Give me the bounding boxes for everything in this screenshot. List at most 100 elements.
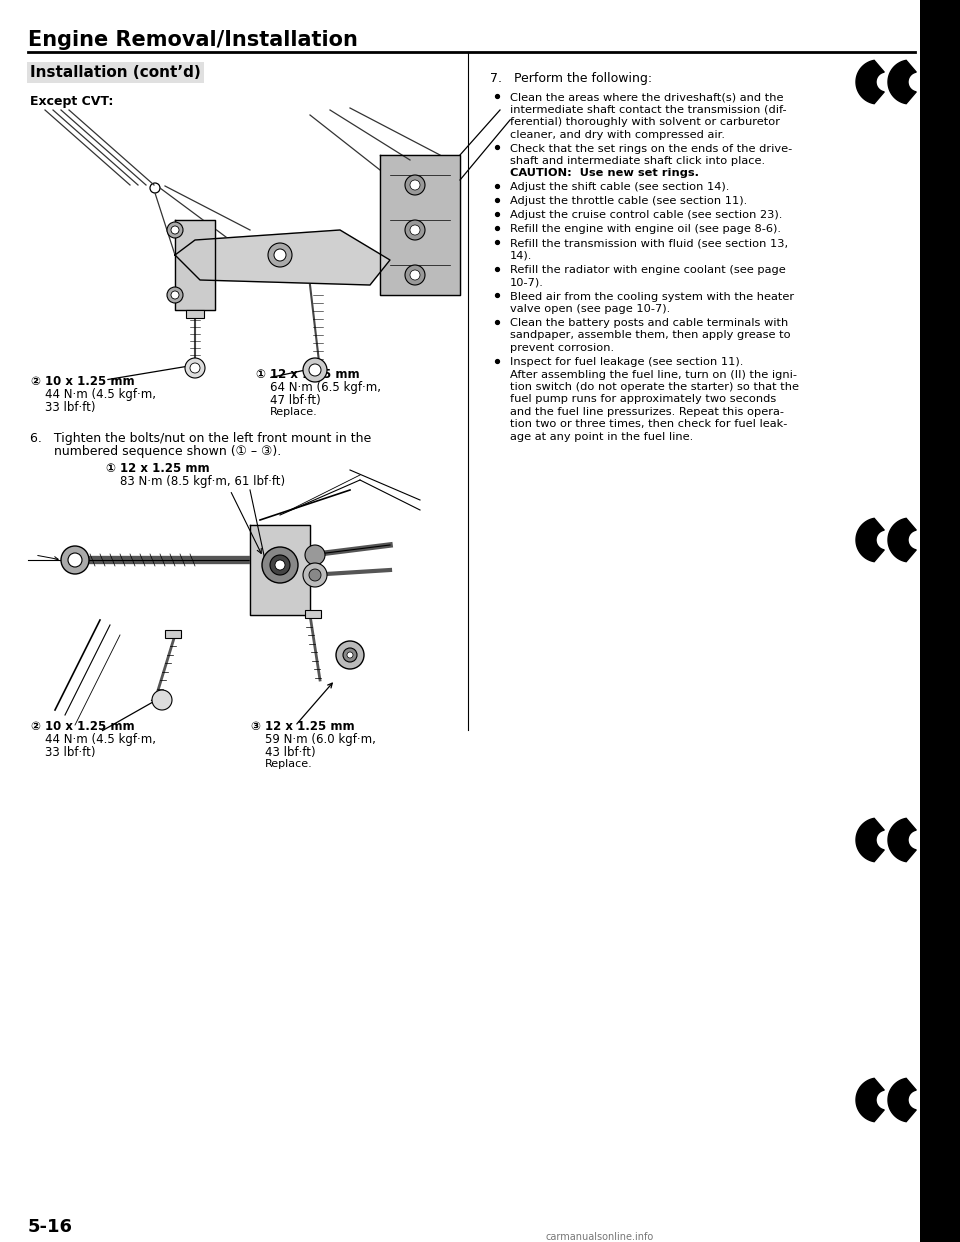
Text: 7.   Perform the following:: 7. Perform the following: [490, 72, 652, 84]
Text: 47 lbf·ft): 47 lbf·ft) [270, 394, 321, 407]
Text: 12 x 1.25 mm: 12 x 1.25 mm [120, 462, 209, 474]
Text: 10-7).: 10-7). [510, 277, 544, 287]
Circle shape [171, 291, 179, 299]
Text: ①: ① [105, 462, 115, 474]
Polygon shape [888, 818, 916, 862]
Circle shape [171, 226, 179, 233]
Text: and the fuel line pressurizes. Repeat this opera-: and the fuel line pressurizes. Repeat th… [510, 407, 784, 417]
Text: Installation (cont’d): Installation (cont’d) [30, 65, 201, 79]
Circle shape [274, 248, 286, 261]
Text: CAUTION:  Use new set rings.: CAUTION: Use new set rings. [510, 169, 699, 179]
FancyBboxPatch shape [186, 310, 204, 318]
Text: age at any point in the fuel line.: age at any point in the fuel line. [510, 432, 693, 442]
Polygon shape [856, 1078, 884, 1122]
Text: Clean the areas where the driveshaft(s) and the: Clean the areas where the driveshaft(s) … [510, 92, 783, 102]
Circle shape [275, 560, 285, 570]
FancyBboxPatch shape [165, 630, 181, 638]
Circle shape [167, 287, 183, 303]
Circle shape [405, 175, 425, 195]
Circle shape [410, 180, 420, 190]
Text: Refill the transmission with fluid (see section 13,: Refill the transmission with fluid (see … [510, 238, 788, 248]
Text: Refill the radiator with engine coolant (see page: Refill the radiator with engine coolant … [510, 265, 785, 274]
Text: ②: ② [30, 720, 40, 733]
Circle shape [185, 358, 205, 378]
Circle shape [336, 641, 364, 669]
Circle shape [268, 243, 292, 267]
Text: Except CVT:: Except CVT: [30, 94, 113, 108]
Polygon shape [888, 1078, 916, 1122]
Circle shape [303, 358, 327, 383]
Text: Adjust the cruise control cable (see section 23).: Adjust the cruise control cable (see sec… [510, 210, 782, 221]
Circle shape [68, 553, 82, 568]
Text: intermediate shaft contact the transmission (dif-: intermediate shaft contact the transmiss… [510, 104, 786, 114]
Polygon shape [856, 61, 884, 103]
Text: ①: ① [255, 368, 265, 381]
Text: tion switch (do not operate the starter) so that the: tion switch (do not operate the starter)… [510, 383, 799, 392]
Circle shape [152, 691, 172, 710]
Text: 12 x 1.25 mm: 12 x 1.25 mm [265, 720, 354, 733]
Circle shape [167, 222, 183, 238]
Polygon shape [250, 525, 310, 615]
Text: 59 N·m (6.0 kgf·m,: 59 N·m (6.0 kgf·m, [265, 733, 376, 746]
Circle shape [410, 270, 420, 279]
Text: 5-16: 5-16 [28, 1218, 73, 1236]
Polygon shape [856, 518, 884, 561]
Text: numbered sequence shown (① – ③).: numbered sequence shown (① – ③). [30, 445, 281, 458]
Text: tion two or three times, then check for fuel leak-: tion two or three times, then check for … [510, 420, 787, 430]
Bar [920, 0, 960, 1242]
Text: ferential) thoroughly with solvent or carburetor: ferential) thoroughly with solvent or ca… [510, 117, 780, 127]
Circle shape [405, 265, 425, 284]
Circle shape [190, 363, 200, 373]
Text: 12 x 1.25 mm: 12 x 1.25 mm [270, 368, 360, 381]
Text: Replace.: Replace. [265, 759, 313, 769]
Circle shape [410, 225, 420, 235]
Text: 10 x 1.25 mm: 10 x 1.25 mm [45, 375, 134, 388]
Text: Replace.: Replace. [270, 407, 318, 417]
Text: 10 x 1.25 mm: 10 x 1.25 mm [45, 720, 134, 733]
FancyBboxPatch shape [305, 610, 321, 619]
Circle shape [305, 545, 325, 565]
Text: 83 N·m (8.5 kgf·m, 61 lbf·ft): 83 N·m (8.5 kgf·m, 61 lbf·ft) [120, 474, 285, 488]
Text: 14).: 14). [510, 251, 533, 261]
Circle shape [303, 563, 327, 587]
Text: Bleed air from the cooling system with the heater: Bleed air from the cooling system with t… [510, 292, 794, 302]
Text: Refill the engine with engine oil (see page 8-6).: Refill the engine with engine oil (see p… [510, 225, 781, 235]
Circle shape [347, 652, 353, 658]
Text: 44 N·m (4.5 kgf·m,: 44 N·m (4.5 kgf·m, [45, 388, 156, 401]
Text: 33 lbf·ft): 33 lbf·ft) [45, 746, 95, 759]
Text: 33 lbf·ft): 33 lbf·ft) [45, 401, 95, 414]
Circle shape [309, 364, 321, 376]
Polygon shape [175, 230, 390, 284]
Text: Adjust the throttle cable (see section 11).: Adjust the throttle cable (see section 1… [510, 196, 747, 206]
Text: ②: ② [30, 375, 40, 388]
Polygon shape [888, 518, 916, 561]
Circle shape [61, 546, 89, 574]
Text: Inspect for fuel leakage (see section 11).: Inspect for fuel leakage (see section 11… [510, 356, 743, 366]
Text: shaft and intermediate shaft click into place.: shaft and intermediate shaft click into … [510, 156, 765, 166]
Text: 44 N·m (4.5 kgf·m,: 44 N·m (4.5 kgf·m, [45, 733, 156, 746]
Circle shape [262, 546, 298, 582]
Text: cleaner, and dry with compressed air.: cleaner, and dry with compressed air. [510, 129, 725, 139]
Text: 43 lbf·ft): 43 lbf·ft) [265, 746, 316, 759]
Text: Clean the battery posts and cable terminals with: Clean the battery posts and cable termin… [510, 318, 788, 328]
Text: Check that the set rings on the ends of the drive-: Check that the set rings on the ends of … [510, 144, 792, 154]
Circle shape [270, 555, 290, 575]
Circle shape [343, 648, 357, 662]
Polygon shape [380, 155, 460, 296]
Text: Adjust the shift cable (see section 14).: Adjust the shift cable (see section 14). [510, 183, 730, 193]
Polygon shape [888, 61, 916, 103]
Circle shape [309, 569, 321, 581]
Text: Engine Removal/Installation: Engine Removal/Installation [28, 30, 358, 50]
Circle shape [405, 220, 425, 240]
Polygon shape [175, 220, 215, 310]
Text: After assembling the fuel line, turn on (II) the igni-: After assembling the fuel line, turn on … [510, 370, 797, 380]
Text: prevent corrosion.: prevent corrosion. [510, 343, 614, 353]
Text: 6.   Tighten the bolts/nut on the left front mount in the: 6. Tighten the bolts/nut on the left fro… [30, 432, 372, 445]
Text: fuel pump runs for approximately two seconds: fuel pump runs for approximately two sec… [510, 395, 777, 405]
Polygon shape [856, 818, 884, 862]
Text: ③: ③ [250, 720, 260, 733]
Text: sandpaper, assemble them, then apply grease to: sandpaper, assemble them, then apply gre… [510, 330, 791, 340]
Text: valve open (see page 10-7).: valve open (see page 10-7). [510, 304, 670, 314]
Text: carmanualsonline.info: carmanualsonline.info [546, 1232, 654, 1242]
Text: 64 N·m (6.5 kgf·m,: 64 N·m (6.5 kgf·m, [270, 381, 381, 394]
